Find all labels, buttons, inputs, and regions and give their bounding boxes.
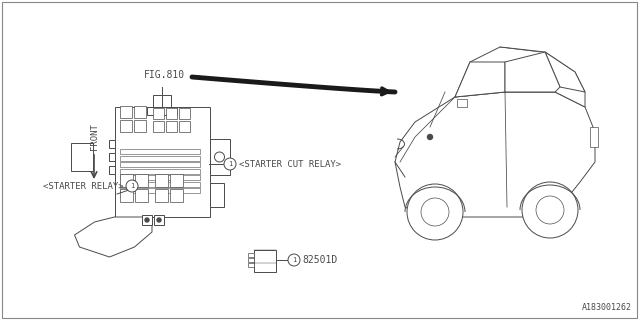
Bar	[120, 156, 200, 161]
Bar	[70, 143, 93, 171]
Text: 82501D: 82501D	[302, 255, 337, 265]
Text: 1: 1	[228, 161, 232, 167]
Text: 1: 1	[292, 257, 296, 263]
Circle shape	[522, 182, 578, 238]
Bar	[134, 120, 145, 132]
Bar	[248, 258, 254, 262]
Bar	[166, 121, 177, 132]
Text: FRONT: FRONT	[90, 124, 99, 150]
Bar	[115, 107, 209, 217]
Polygon shape	[505, 52, 560, 92]
Bar	[120, 189, 132, 202]
Bar	[120, 162, 200, 167]
Bar	[209, 183, 223, 207]
Bar	[109, 153, 115, 161]
Circle shape	[214, 152, 225, 162]
Bar	[120, 120, 131, 132]
Bar	[120, 181, 200, 187]
Bar	[120, 174, 132, 187]
Bar	[590, 127, 598, 147]
Bar	[142, 215, 152, 225]
Bar	[209, 139, 230, 175]
Circle shape	[428, 134, 433, 140]
Circle shape	[421, 198, 449, 226]
Text: 1: 1	[130, 183, 134, 189]
Bar	[154, 215, 164, 225]
Bar	[154, 189, 168, 202]
Polygon shape	[545, 52, 585, 92]
Text: <STARTER RELAY>: <STARTER RELAY>	[44, 181, 124, 190]
Bar	[152, 108, 163, 119]
Bar	[248, 263, 254, 267]
Bar	[248, 253, 254, 257]
Polygon shape	[455, 47, 585, 107]
Bar	[120, 106, 131, 118]
Bar	[170, 189, 182, 202]
Bar	[179, 121, 189, 132]
Bar	[147, 107, 177, 115]
Bar	[254, 250, 276, 272]
Circle shape	[157, 218, 161, 222]
Text: FIG.810: FIG.810	[143, 70, 184, 80]
Polygon shape	[395, 92, 595, 217]
Bar	[120, 175, 200, 180]
Bar	[152, 121, 163, 132]
Bar	[153, 95, 171, 107]
Text: <STARTER CUT RELAY>: <STARTER CUT RELAY>	[239, 159, 341, 169]
Circle shape	[126, 180, 138, 192]
Circle shape	[145, 218, 149, 222]
Bar	[109, 166, 115, 174]
Polygon shape	[74, 217, 152, 257]
Bar	[179, 108, 189, 119]
Bar	[109, 140, 115, 148]
Bar	[120, 169, 200, 173]
Polygon shape	[455, 62, 505, 97]
Bar	[134, 189, 147, 202]
Circle shape	[288, 254, 300, 266]
Text: A183001262: A183001262	[582, 303, 632, 312]
Circle shape	[407, 184, 463, 240]
Bar	[154, 174, 168, 187]
Circle shape	[536, 196, 564, 224]
Bar	[120, 188, 200, 193]
Bar	[120, 149, 200, 154]
Circle shape	[224, 158, 236, 170]
Bar	[134, 106, 145, 118]
Bar	[166, 108, 177, 119]
Bar	[170, 174, 182, 187]
Bar	[457, 99, 467, 107]
Bar	[134, 174, 147, 187]
